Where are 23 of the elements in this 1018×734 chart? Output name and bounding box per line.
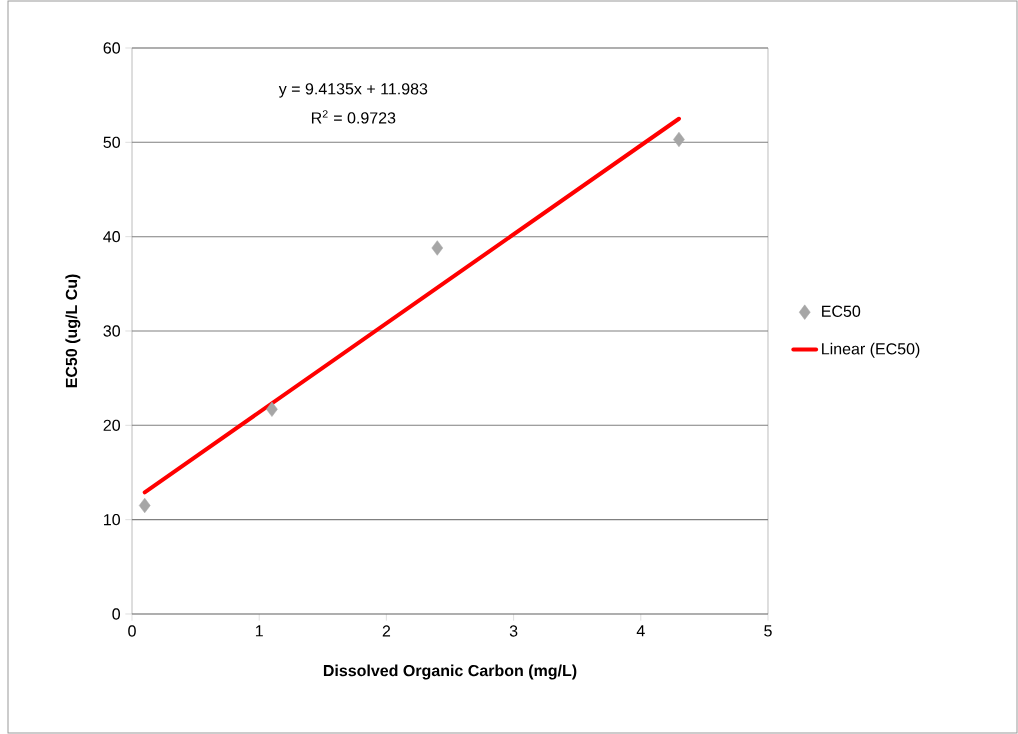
point bbox=[138, 497, 151, 514]
x-tick-label: 1 bbox=[255, 625, 263, 637]
y-tick-label: 30 bbox=[103, 325, 121, 337]
annotation: y = 9.4135x + 11.983 bbox=[278, 83, 428, 98]
x-tick-label: 2 bbox=[382, 625, 391, 637]
y-tick-label: 20 bbox=[103, 419, 121, 431]
point bbox=[673, 131, 685, 148]
x-tick-label: 0 bbox=[128, 625, 136, 637]
annotation: R$^{2}$ = 0.9723 bbox=[311, 110, 396, 124]
y-tick-label: 60 bbox=[103, 42, 121, 54]
y-tick-label: 50 bbox=[103, 136, 121, 148]
x-axis-title: Dissolved Organic Carbon (mg/L) bbox=[323, 664, 577, 680]
y-tick-label: 10 bbox=[104, 514, 121, 526]
x-tick-label: 4 bbox=[636, 625, 645, 637]
point bbox=[266, 401, 278, 417]
point bbox=[431, 240, 444, 256]
y-tick-label: 0 bbox=[112, 608, 121, 620]
legend-label: Linear (EC50) bbox=[822, 342, 920, 358]
legend-label: EC50 bbox=[822, 305, 861, 317]
y-tick-label: 40 bbox=[103, 231, 121, 243]
x-tick-label: 5 bbox=[764, 625, 772, 637]
x-tick-label: 3 bbox=[509, 625, 518, 637]
y-axis-title: EC50 (ug/L Cu) bbox=[65, 274, 81, 388]
